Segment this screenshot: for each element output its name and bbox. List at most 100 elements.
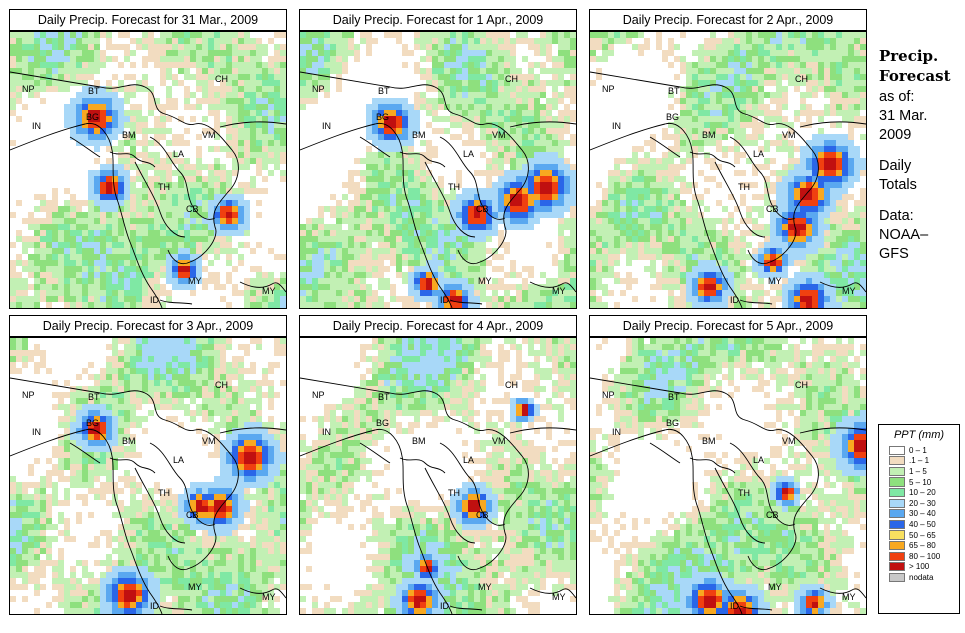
precip-cell [130, 158, 136, 164]
precip-cell [396, 158, 402, 164]
precip-cell [214, 158, 220, 164]
precip-cell [722, 104, 728, 110]
precip-cell [70, 116, 76, 122]
precip-cell [130, 278, 136, 284]
precip-cell [166, 290, 172, 296]
precip-cell [94, 224, 100, 230]
precip-cell [178, 356, 184, 362]
precip-cell [432, 194, 438, 200]
precip-cell [22, 278, 28, 284]
precip-cell [734, 272, 740, 278]
precip-cell [148, 32, 154, 38]
precip-cell [722, 80, 728, 86]
precip-cell [172, 374, 178, 380]
precip-cell [516, 86, 522, 92]
precip-cell [414, 98, 420, 104]
precip-cell [256, 92, 262, 98]
precip-cell [160, 164, 166, 170]
precip-cell [848, 218, 854, 224]
precip-cell [112, 374, 118, 380]
precip-cell [764, 158, 770, 164]
precip-cell [390, 104, 396, 110]
precip-cell [662, 200, 668, 206]
precip-cell [208, 194, 214, 200]
precip-cell [178, 266, 184, 272]
precip-cell [770, 248, 776, 254]
precip-cell [330, 68, 336, 74]
precip-cell [462, 80, 468, 86]
precip-cell [136, 80, 142, 86]
precip-cell [100, 374, 106, 380]
precip-cell [160, 356, 166, 362]
precip-cell [540, 200, 546, 206]
precip-cell [342, 206, 348, 212]
precip-cell [10, 50, 16, 56]
precip-cell [52, 254, 58, 260]
precip-cell [510, 158, 516, 164]
precip-cell [46, 218, 52, 224]
precip-cell [740, 194, 746, 200]
precip-cell [480, 194, 486, 200]
precip-cell [88, 386, 94, 392]
precip-cell [680, 236, 686, 242]
precip-cell [172, 230, 178, 236]
precip-cell [498, 182, 504, 188]
precip-cell [426, 146, 432, 152]
precip-cell [154, 266, 160, 272]
precip-cell [860, 266, 866, 272]
precip-cell [184, 368, 190, 374]
precip-cell [656, 32, 662, 38]
precip-cell [492, 62, 498, 68]
precip-cell [510, 110, 516, 116]
precip-cell [528, 182, 534, 188]
precip-cell [752, 50, 758, 56]
precip-cell [686, 134, 692, 140]
precip-cell [788, 32, 794, 38]
precip-cell [238, 242, 244, 248]
precip-cell [318, 278, 324, 284]
precip-cell [534, 92, 540, 98]
precip-cell [794, 206, 800, 212]
precip-cell [444, 284, 450, 290]
precip-cell [354, 56, 360, 62]
precip-cell [238, 218, 244, 224]
precip-cell [34, 56, 40, 62]
precip-cell [94, 242, 100, 248]
precip-cell [136, 176, 142, 182]
precip-cell [166, 380, 172, 386]
precip-cell [432, 98, 438, 104]
precip-cell [668, 62, 674, 68]
precip-cell [366, 104, 372, 110]
precip-cell [450, 296, 456, 302]
precip-cell [788, 260, 794, 266]
precip-cell [366, 224, 372, 230]
precip-cell [300, 254, 306, 260]
precip-cell [830, 242, 836, 248]
precip-cell [462, 272, 468, 278]
precip-cell [806, 86, 812, 92]
precip-cell [184, 266, 190, 272]
precip-cell [680, 164, 686, 170]
precip-cell [384, 218, 390, 224]
precip-cell [806, 302, 812, 308]
precip-cell [130, 302, 136, 308]
precip-cell [456, 260, 462, 266]
precip-cell [178, 116, 184, 122]
precip-cell [82, 44, 88, 50]
precip-cell [172, 206, 178, 212]
precip-cell [450, 56, 456, 62]
precip-cell [782, 278, 788, 284]
precip-cell [438, 38, 444, 44]
precip-cell [154, 206, 160, 212]
precip-cell [142, 44, 148, 50]
precip-cell [456, 80, 462, 86]
precip-cell [118, 158, 124, 164]
precip-cell [806, 74, 812, 80]
precip-cell [704, 296, 710, 302]
precip-cell [480, 32, 486, 38]
precip-cell [238, 44, 244, 50]
precip-cell [268, 74, 274, 80]
precip-cell [638, 188, 644, 194]
precip-cell [860, 224, 866, 230]
precip-cell [142, 272, 148, 278]
